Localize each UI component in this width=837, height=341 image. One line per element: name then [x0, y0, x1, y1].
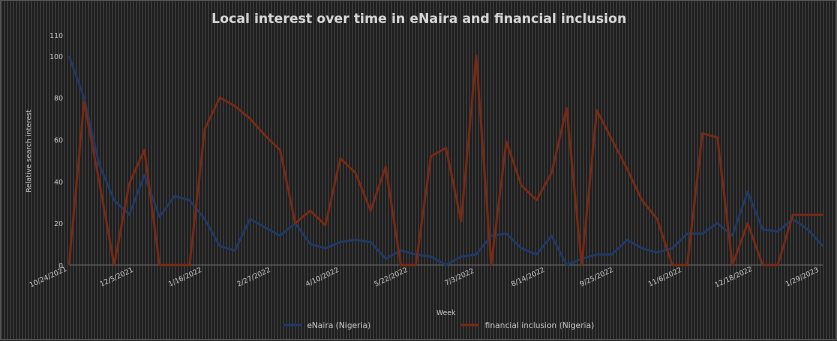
- y-tick-label: 80: [54, 95, 63, 103]
- y-tick-label: 20: [54, 220, 63, 228]
- x-tick-label: 12/5/2021: [99, 266, 135, 288]
- x-tick-label: 12/18/2022: [714, 265, 754, 289]
- x-tick-label: 1/29/2023: [784, 266, 820, 288]
- y-tick-label: 60: [54, 137, 63, 145]
- series-line-1: [67, 54, 823, 267]
- y-axis: 0 20 40 60 80 100 110: [50, 32, 63, 270]
- y-tick-label: 40: [54, 178, 63, 186]
- legend: eNaira (Nigeria) financial inclusion (Nig…: [283, 321, 594, 330]
- x-tick-label: 5/22/2022: [373, 266, 409, 288]
- x-tick-label: 8/14/2022: [510, 266, 546, 288]
- y-axis-label: Relative search interest: [25, 109, 33, 192]
- y-tick-label: 0: [59, 262, 63, 270]
- x-axis-label: Week: [436, 309, 456, 317]
- x-tick-label: 2/27/2022: [236, 266, 272, 288]
- x-tick-label: 7/3/2022: [443, 267, 475, 288]
- y-tick-label: 100: [50, 53, 63, 61]
- y-tick-label: 110: [50, 32, 63, 40]
- x-tick-label: 4/10/2022: [304, 266, 340, 288]
- x-axis: 10/24/2021 12/5/2021 1/16/2022 2/27/2022 4/1…: [28, 264, 823, 289]
- x-tick-label: 11/6/2022: [647, 266, 683, 288]
- x-tick-label: 9/25/2022: [579, 266, 615, 288]
- x-tick-label: 10/24/2021: [28, 265, 68, 289]
- series-line-0: [67, 55, 824, 267]
- legend-label: eNaira (Nigeria): [307, 321, 371, 330]
- x-tick-label: 1/16/2022: [167, 266, 203, 288]
- series-layer: [67, 54, 824, 267]
- chart-title: Local interest over time in eNaira and f…: [212, 12, 627, 27]
- legend-label: financial inclusion (Nigeria): [485, 321, 594, 330]
